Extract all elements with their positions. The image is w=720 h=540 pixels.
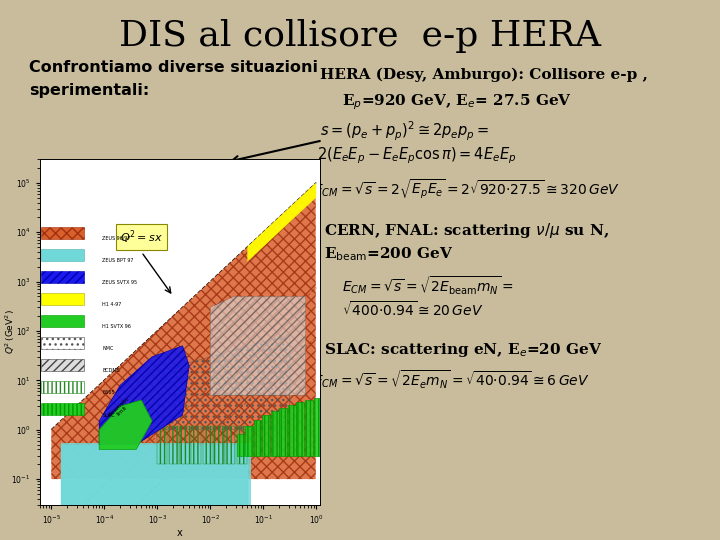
Text: $s = (p_e + p_p)^2 \cong 2p_e p_p =$: $s = (p_e + p_p)^2 \cong 2p_e p_p =$	[320, 120, 490, 143]
Bar	[42, 403, 84, 415]
Bar	[42, 359, 84, 372]
Text: NMC: NMC	[102, 346, 114, 352]
Text: SLAC: scattering eN, E$_e$=20 GeV: SLAC: scattering eN, E$_e$=20 GeV	[324, 341, 602, 359]
Text: Kinematic
limit: Kinematic limit	[107, 396, 134, 422]
Text: $Q^2 = sx$: $Q^2 = sx$	[120, 228, 163, 246]
Bar	[271, 411, 279, 456]
Bar	[297, 402, 304, 456]
Text: $E_{CM} = \sqrt{s} = 2\sqrt{E_pE_e} = 2\sqrt{920{\cdot}27.5} \cong 320\,GeV$: $E_{CM} = \sqrt{s} = 2\sqrt{E_pE_e} = 2\…	[313, 177, 620, 201]
Text: DIS al collisore  e-p HERA: DIS al collisore e-p HERA	[119, 19, 601, 53]
Text: CERN, FNAL: scattering $\nu/\mu$ su N,: CERN, FNAL: scattering $\nu/\mu$ su N,	[324, 221, 609, 240]
Bar	[279, 408, 287, 456]
Bar	[246, 426, 253, 456]
Bar	[42, 315, 84, 327]
Text: $E_{CM} = \sqrt{s} = \sqrt{2E_em_N} = \sqrt{40{\cdot}0.94} \cong 6\,GeV$: $E_{CM} = \sqrt{s} = \sqrt{2E_em_N} = \s…	[313, 368, 590, 391]
Polygon shape	[60, 444, 247, 505]
Text: E$_{\rm beam}$=200 GeV: E$_{\rm beam}$=200 GeV	[324, 246, 453, 264]
Bar	[262, 415, 270, 456]
Polygon shape	[99, 346, 189, 444]
Text: E665: E665	[102, 390, 114, 395]
Bar	[313, 398, 321, 456]
Text: HERA (Desy, Amburgo): Collisore e-p ,: HERA (Desy, Amburgo): Collisore e-p ,	[320, 68, 648, 82]
Text: $2(E_eE_p - E_eE_p\cos\pi) = 4E_eE_p$: $2(E_eE_p - E_eE_p\cos\pi) = 4E_eE_p$	[317, 146, 516, 166]
Text: $Q^2\,({\rm GeV}^2)$: $Q^2\,({\rm GeV}^2)$	[4, 310, 17, 354]
Text: $E_{CM} = \sqrt{s} = \sqrt{2E_{\rm beam}m_N} =$: $E_{CM} = \sqrt{s} = \sqrt{2E_{\rm beam}…	[342, 274, 514, 297]
Text: SLAC: SLAC	[102, 413, 114, 417]
X-axis label: x: x	[177, 528, 183, 538]
Bar	[254, 420, 261, 456]
Bar	[42, 249, 84, 261]
Text: $\sqrt{400{\cdot}0.94} \cong 20\,GeV$: $\sqrt{400{\cdot}0.94} \cong 20\,GeV$	[342, 300, 484, 319]
Text: H1 SVTX 96: H1 SVTX 96	[102, 324, 131, 329]
Text: sperimentali:: sperimentali:	[29, 83, 149, 98]
Text: ZEUS SVTX 95: ZEUS SVTX 95	[102, 280, 138, 285]
Text: BCDMS: BCDMS	[102, 368, 120, 373]
Bar	[288, 405, 296, 456]
Bar	[42, 271, 84, 283]
Bar	[42, 381, 84, 393]
Text: Confrontiamo diverse situazioni: Confrontiamo diverse situazioni	[29, 60, 318, 76]
Bar	[305, 400, 312, 456]
Bar	[42, 227, 84, 239]
Bar	[42, 338, 84, 349]
Polygon shape	[99, 400, 152, 449]
Bar	[237, 435, 244, 456]
Text: ZEUS 96/97: ZEUS 96/97	[102, 236, 130, 241]
Text: ZEUS BPT 97: ZEUS BPT 97	[102, 258, 134, 263]
Text: H1 4-97: H1 4-97	[102, 302, 122, 307]
Text: E$_p$=920 GeV, E$_e$= 27.5 GeV: E$_p$=920 GeV, E$_e$= 27.5 GeV	[342, 93, 572, 112]
Bar	[42, 293, 84, 305]
